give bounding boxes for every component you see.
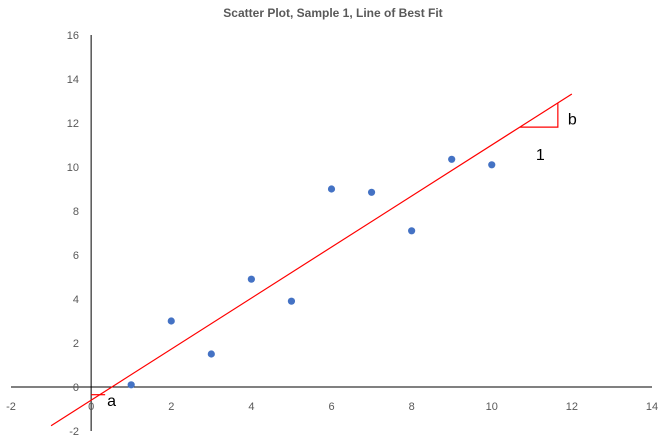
annotation-b: b [568,112,577,129]
data-point [127,381,135,389]
x-tick-label: 10 [486,401,498,413]
annotation-1: 1 [536,147,545,164]
data-point [408,227,416,235]
y-tick-label: 4 [73,294,79,306]
x-tick-label: 4 [248,401,254,413]
line-of-best-fit [50,93,573,427]
x-tick-labels: -2 0 2 4 6 8 10 12 14 [6,401,658,413]
slope-triangle [519,102,559,128]
x-tick-label: 14 [646,401,658,413]
y-tick-label: 6 [73,250,79,262]
x-tick-label: 8 [409,401,415,413]
data-point [167,317,175,325]
y-tick-label: 0 [73,382,79,394]
y-tick-label: -2 [69,426,79,438]
x-tick-label: 12 [566,401,578,413]
data-point [207,350,215,358]
x-tick-label: 0 [88,401,94,413]
data-point [287,297,296,305]
annotation-a: a [107,393,116,410]
y-tick-label: 16 [67,30,79,42]
y-tick-label: 14 [67,74,79,86]
data-point [367,188,376,196]
annotations: a b 1 [107,112,577,411]
y-tick-label: 12 [67,118,79,130]
data-point [327,185,336,193]
x-tick-label: 2 [168,401,174,413]
y-tick-label: 8 [73,206,79,218]
data-points [127,155,496,389]
data-point [488,161,496,169]
x-tick-label: -2 [6,401,16,413]
data-point [247,275,255,283]
x-tick-label: 6 [328,401,334,413]
chart-title: Scatter Plot, Sample 1, Line of Best Fit [223,6,442,20]
y-tick-label: 2 [73,338,79,350]
line-of-best-fit-group [50,93,573,427]
axes [11,35,652,431]
y-tick-labels: -2 0 2 4 6 8 10 12 14 16 [67,30,79,438]
data-point [448,155,456,163]
y-tick-label: 10 [67,162,79,174]
